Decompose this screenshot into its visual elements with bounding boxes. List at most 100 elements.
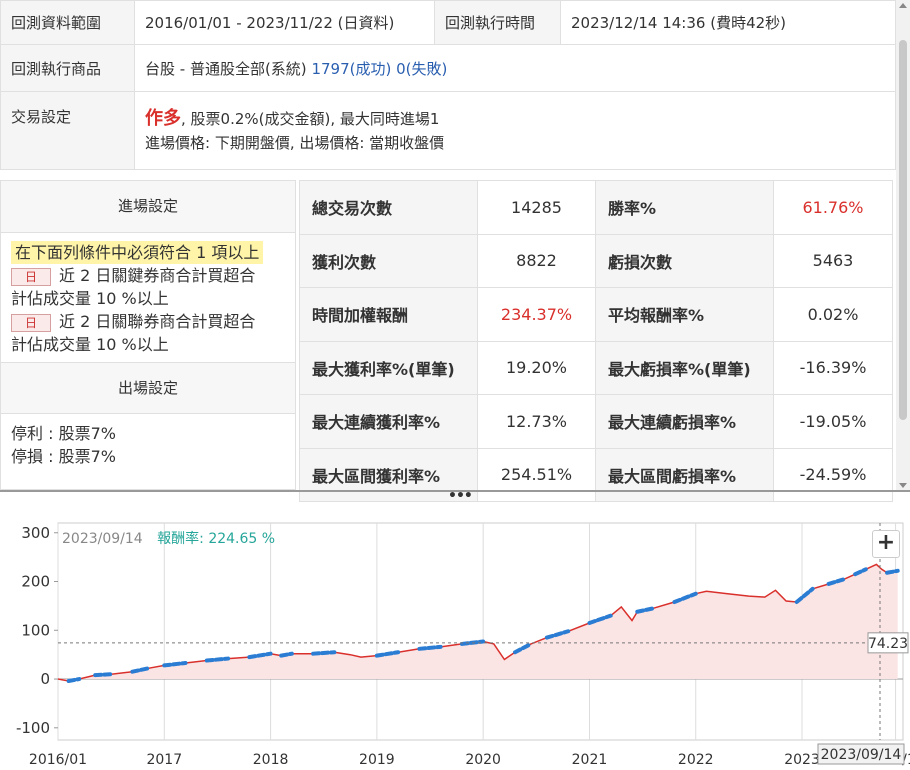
y-tick-label: -100: [16, 719, 50, 737]
new-high-segment: [513, 641, 533, 655]
new-high-segment: [93, 672, 114, 678]
new-high-segment: [885, 568, 900, 575]
exec-time-value: 2023/12/14 14:36 (費時42秒): [560, 0, 896, 45]
new-high-segment: [853, 567, 868, 577]
crosshair-value-label: 74.23: [868, 636, 908, 652]
return-value: 224.65 %: [208, 531, 276, 547]
equity-chart[interactable]: 2016/0120172018201920202021202220232023/…: [0, 500, 910, 770]
settings-panel: 進場設定 在下面列條件中必須符合 1 項以上 日近 2 日關鍵券商合計買超合 計…: [0, 180, 296, 490]
crosshair-date-box: [817, 743, 905, 765]
x-tick-label: 2018: [253, 752, 289, 768]
day-tag: 日: [11, 313, 51, 332]
new-high-segment: [672, 591, 698, 604]
scroll-thumb[interactable]: [899, 40, 907, 420]
stat-label: 獲利次數: [299, 233, 478, 288]
take-profit: 停利 : 股票7%: [11, 424, 116, 443]
trade-value: 作多, 股票0.2%(成交金額), 最大同時進場1 進場價格: 下期開盤價, 出…: [134, 91, 896, 170]
x-tick-label: 2023: [784, 752, 820, 768]
stat-label: 勝率%: [595, 180, 774, 235]
product-value: 台股 - 普通股全部(系統) 1797(成功) 0(失敗): [134, 44, 896, 92]
trade-line2: 進場價格: 下期開盤價, 出場價格: 當期收盤價: [145, 133, 445, 152]
y-tick-label: 100: [21, 621, 50, 639]
x-tick-label: 2021: [572, 752, 608, 768]
y-tick-label: 300: [21, 524, 50, 542]
exec-time-label: 回測執行時間: [434, 0, 561, 45]
product-fail-link[interactable]: 0(失敗): [396, 59, 448, 78]
stats-row: 最大獲利率%(單筆) 19.20% 最大虧損率%(單筆) -16.39%: [299, 340, 893, 395]
chart-tooltip-header: 2023/09/14 報酬率: 224.65 %: [62, 528, 275, 548]
stat-label: 時間加權報酬: [299, 287, 478, 342]
x-tick-label: 2019: [359, 752, 395, 768]
new-high-segment: [279, 651, 294, 658]
cond1-b: 計佔成交量 10 %以上: [11, 289, 169, 308]
exit-title: 出場設定: [1, 362, 295, 414]
stat-value: 5463: [773, 233, 893, 288]
stop-loss: 停損 : 股票7%: [11, 447, 116, 466]
stat-label: 最大區間獲利率%: [299, 447, 478, 502]
crosshair-date-label: 2023/09/14: [821, 747, 902, 763]
stat-value: 234.37%: [477, 287, 596, 342]
stats-row: 最大區間獲利率% 254.51% 最大區間虧損率% -24.59%: [299, 447, 893, 502]
trade-label: 交易設定: [0, 91, 135, 170]
entry-title: 進場設定: [1, 181, 295, 233]
stats-row: 獲利次數 8822 虧損次數 5463: [299, 233, 893, 288]
product-name: 台股 - 普通股全部(系統): [145, 59, 307, 78]
stat-value: 19.20%: [477, 340, 596, 395]
area-fill: [58, 564, 898, 681]
stat-label: 總交易次數: [299, 180, 478, 235]
x-tick-label: 2016/01: [29, 752, 87, 768]
condition-header: 在下面列條件中必須符合 1 項以上: [11, 241, 264, 264]
x-tick-label: 2020: [465, 752, 501, 768]
new-high-segment: [635, 606, 656, 614]
stat-label: 平均報酬率%: [595, 287, 774, 342]
cond2-a: 近 2 日關聯券商合計買超合: [59, 312, 256, 331]
trade-direction: 作多: [145, 107, 181, 129]
new-high-segment: [247, 651, 273, 660]
new-high-segment: [66, 677, 82, 683]
scroll-down-icon[interactable]: [899, 483, 907, 488]
stats-table: 總交易次數 14285 勝率% 61.76% 獲利次數 8822 虧損次數 5463 時間加權報…: [299, 180, 893, 502]
stat-label: 虧損次數: [595, 233, 774, 288]
stat-label: 最大虧損率%(單筆): [595, 340, 774, 395]
stat-label: 最大連續獲利率%: [299, 394, 478, 449]
x-tick-label: 2022: [678, 752, 714, 768]
new-high-segment: [794, 586, 815, 604]
new-high-segment: [587, 613, 613, 625]
cond1-a: 近 2 日關鍵券商合計買超合: [59, 266, 256, 285]
stat-label: 最大區間虧損率%: [595, 447, 774, 502]
stat-value: -16.39%: [773, 340, 893, 395]
new-high-segment: [544, 629, 571, 640]
new-high-segment: [311, 650, 337, 656]
x-tick-label: 2017: [146, 752, 182, 768]
drag-handle-icon[interactable]: •••: [448, 488, 473, 504]
entry-conditions: 在下面列條件中必須符合 1 項以上 日近 2 日關鍵券商合計買超合 計佔成交量 …: [1, 233, 295, 356]
stat-value: 0.02%: [773, 287, 893, 342]
product-success-link[interactable]: 1797(成功): [311, 59, 392, 78]
chart-date: 2023/09/14: [62, 531, 143, 547]
stat-value: -24.59%: [773, 447, 893, 502]
stats-row: 時間加權報酬 234.37% 平均報酬率% 0.02%: [299, 287, 893, 342]
trade-line1: , 股票0.2%(成交金額), 最大同時進場1: [181, 109, 440, 128]
y-tick-label: 200: [21, 573, 50, 591]
zoom-in-button[interactable]: +: [872, 530, 900, 558]
backtest-info-table: 回測資料範圍 2016/01/01 - 2023/11/22 (日資料) 回測執…: [0, 0, 896, 170]
day-tag: 日: [11, 267, 51, 286]
stat-value: -19.05%: [773, 394, 893, 449]
scroll-up-icon[interactable]: [899, 3, 907, 8]
panel-divider[interactable]: •••: [0, 488, 910, 504]
stat-value: 14285: [477, 180, 596, 235]
crosshair-value-box: [867, 632, 909, 654]
stat-label: 最大獲利率%(單筆): [299, 340, 478, 395]
stats-row: 最大連續獲利率% 12.73% 最大連續虧損率% -19.05%: [299, 394, 893, 449]
range-label: 回測資料範圍: [0, 0, 135, 45]
new-high-segment: [374, 650, 401, 658]
stat-label: 最大連續虧損率%: [595, 394, 774, 449]
new-high-segment: [417, 644, 443, 651]
product-label: 回測執行商品: [0, 44, 135, 92]
new-high-segment: [826, 577, 847, 586]
new-high-segment: [162, 660, 188, 668]
stat-value: 61.76%: [773, 180, 893, 235]
cond2-b: 計佔成交量 10 %以上: [11, 335, 169, 354]
stat-value: 12.73%: [477, 394, 596, 449]
vertical-scrollbar[interactable]: [896, 0, 910, 492]
